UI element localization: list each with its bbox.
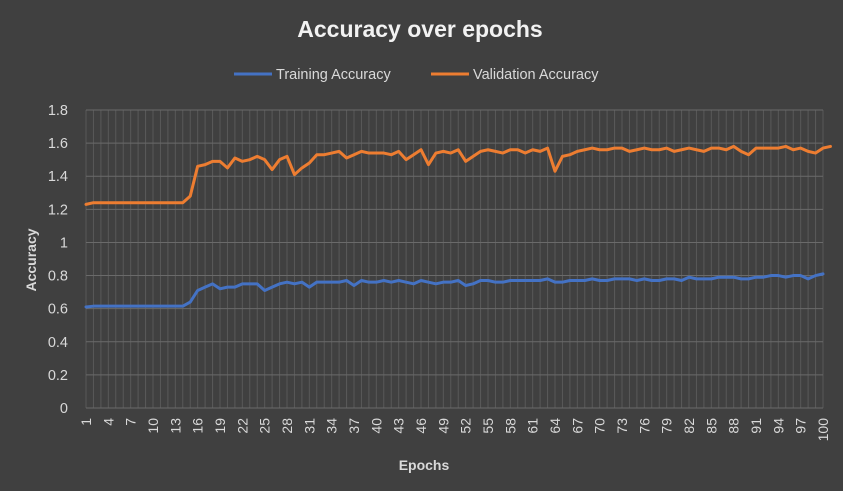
x-tick-label: 7	[123, 418, 139, 426]
x-tick-label: 25	[257, 418, 273, 434]
x-tick-label: 10	[145, 418, 161, 434]
y-tick-label: 1.2	[48, 202, 68, 218]
y-tick-label: 0.2	[48, 368, 68, 384]
x-tick-label: 97	[793, 418, 809, 434]
x-tick-label: 76	[636, 418, 652, 434]
y-tick-label: 1.4	[48, 169, 68, 185]
legend-label-validation: Validation Accuracy	[473, 67, 599, 83]
x-tick-label: 1	[78, 418, 94, 426]
x-tick-label: 52	[458, 418, 474, 434]
x-tick-label: 40	[368, 418, 384, 434]
x-tick-label: 34	[324, 418, 340, 434]
chart-title: Accuracy over epochs	[297, 16, 542, 42]
x-tick-label: 82	[681, 418, 697, 434]
y-tick-label: 0	[60, 401, 68, 417]
x-tick-label: 94	[770, 418, 786, 434]
x-tick-label: 70	[592, 418, 608, 434]
x-tick-label: 31	[301, 418, 317, 434]
y-tick-label: 1	[60, 235, 68, 251]
x-tick-label: 88	[726, 418, 742, 434]
x-tick-label: 79	[659, 418, 675, 434]
x-tick-label: 37	[346, 418, 362, 434]
x-tick-label: 19	[212, 418, 228, 434]
x-tick-label: 58	[502, 418, 518, 434]
series-lines	[84, 144, 832, 309]
y-tick-label: 1.8	[48, 103, 68, 119]
x-axis-ticks: 1 4 7 10 13 16 19 22 25 28 31 34 37 40 43 46 49 52 55 58 61 6…	[78, 418, 831, 442]
grid	[85, 109, 824, 409]
x-tick-label: 91	[748, 418, 764, 434]
x-tick-label: 22	[234, 418, 250, 434]
x-tick-label: 13	[167, 418, 183, 434]
x-tick-label: 46	[413, 418, 429, 434]
y-tick-label: 0.8	[48, 269, 68, 285]
series-line-training-accuracy	[84, 272, 825, 309]
x-tick-label: 64	[547, 418, 563, 434]
x-tick-label: 43	[391, 418, 407, 434]
x-axis-title: Epochs	[399, 457, 450, 473]
x-tick-label: 73	[614, 418, 630, 434]
legend: Training Accuracy Validation Accuracy	[234, 67, 599, 83]
x-tick-label: 4	[100, 418, 116, 426]
x-tick-label: 28	[279, 418, 295, 434]
x-tick-label: 16	[190, 418, 206, 434]
x-tick-label: 49	[435, 418, 451, 434]
x-tick-label: 67	[569, 418, 585, 434]
x-tick-label: 61	[525, 418, 541, 434]
y-axis-title: Accuracy	[23, 228, 39, 291]
y-axis-ticks: 0 0.2 0.4 0.6 0.8 1 1.2 1.4 1.6 1.8	[48, 103, 68, 417]
legend-label-training: Training Accuracy	[276, 67, 391, 83]
x-tick-label: 55	[480, 418, 496, 434]
y-tick-label: 0.4	[48, 335, 68, 351]
x-tick-label: 100	[815, 418, 831, 442]
x-tick-label: 85	[703, 418, 719, 434]
y-tick-label: 1.6	[48, 136, 68, 152]
y-tick-label: 0.6	[48, 302, 68, 318]
series-line-validation-accuracy	[84, 144, 832, 206]
